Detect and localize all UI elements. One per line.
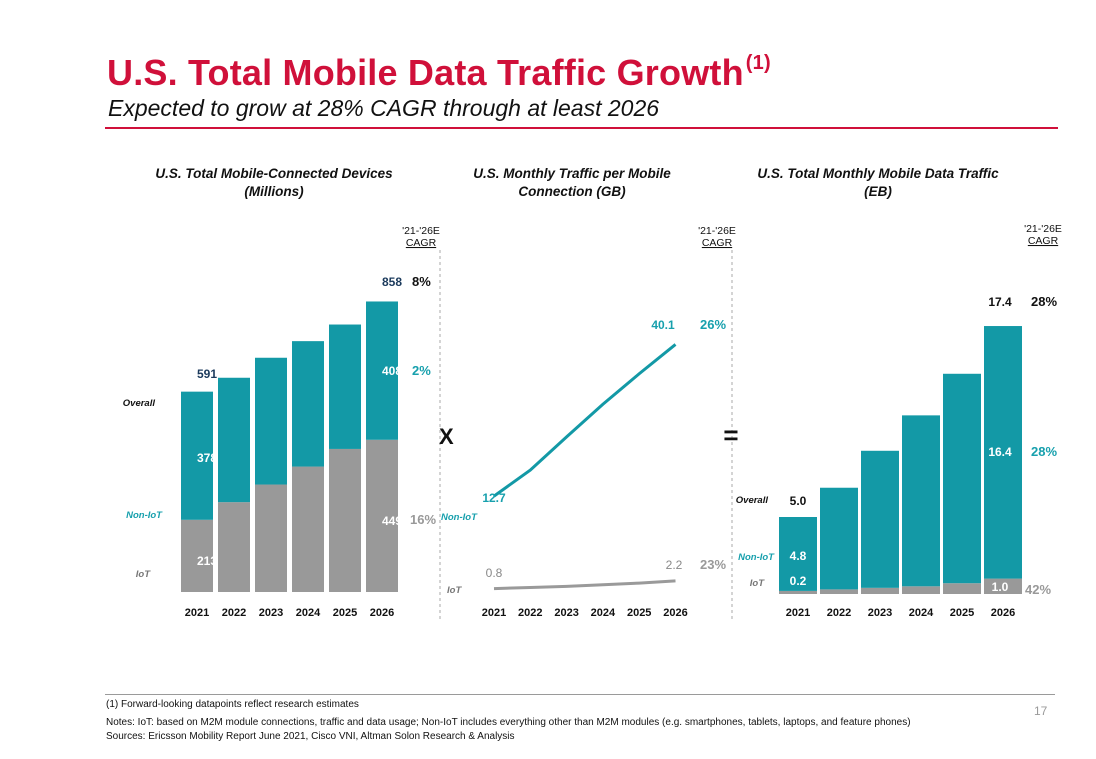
data-label-non-iot-2021: 378	[197, 451, 217, 465]
x-tick-label: 2026	[663, 607, 687, 619]
x-tick-label: 2022	[222, 607, 246, 619]
cagr-non-iot: 28%	[1031, 444, 1057, 459]
bar-non-iot-2025	[943, 373, 981, 584]
data-label-iot-2026: 1.0	[992, 580, 1009, 594]
row-label-overall: Overall	[736, 495, 769, 506]
row-label-iot: IoT	[750, 578, 765, 589]
bar-non-iot-2021	[181, 391, 213, 520]
data-label-total-2026: 858	[382, 275, 402, 289]
cagr-header-line1: '21-'26E	[402, 225, 440, 237]
data-label-total-2026: 17.4	[988, 295, 1012, 309]
x-tick-label: 2023	[554, 607, 578, 619]
bar-non-iot-2023	[861, 450, 899, 588]
cagr-header-line2: CAGR	[702, 237, 733, 249]
x-tick-label: 2021	[786, 607, 810, 619]
data-label-non-iot-2021: 12.7	[482, 491, 506, 505]
charts-canvas: 2021 2022 2023 2024 2025 2026 591 858 378 408 213 4…	[123, 223, 1062, 620]
row-label-iot: IoT	[136, 569, 151, 580]
footnote: (1) Forward-looking datapoints reflect r…	[106, 699, 359, 710]
data-label-non-iot-2026: 16.4	[988, 445, 1012, 459]
bar-iot-2022	[218, 502, 250, 592]
bar-non-iot-2024	[292, 341, 324, 467]
data-label-iot-2021: 0.8	[486, 566, 503, 580]
equals-operator: =	[723, 420, 738, 450]
bar-non-iot-2026	[366, 301, 398, 440]
x-tick-label: 2023	[868, 607, 892, 619]
bar-non-iot-2024	[902, 415, 940, 587]
row-label-overall: Overall	[123, 398, 156, 409]
x-tick-label: 2026	[991, 607, 1015, 619]
page-number: 17	[1034, 704, 1048, 718]
line-non-iot	[493, 343, 677, 498]
bar-non-iot-2021	[779, 517, 817, 591]
bar-iot-2025	[943, 583, 981, 594]
bar-iot-2025	[329, 448, 361, 592]
cagr-non-iot: 26%	[700, 317, 726, 332]
data-label-total-2021: 591	[197, 367, 217, 381]
cagr-overall: 8%	[412, 274, 431, 289]
x-tick-label: 2024	[591, 607, 616, 619]
bar-iot-2026	[366, 439, 398, 592]
traffic-per-connection-chart-title: U.S. Monthly Traffic per Mobile Connecti…	[473, 166, 671, 199]
cagr-header-line1: '21-'26E	[698, 225, 736, 237]
cagr-header-line1: '21-'26E	[1024, 223, 1062, 235]
cagr-header-line2: CAGR	[1028, 235, 1059, 247]
x-tick-label: 2021	[482, 607, 506, 619]
x-tick-label: 2022	[518, 607, 542, 619]
bar-iot-2023	[861, 587, 899, 594]
cagr-iot: 23%	[700, 557, 726, 572]
row-label-non-iot: Non-IoT	[738, 552, 775, 563]
row-label-non-iot: Non-IoT	[126, 510, 163, 521]
footer-divider	[105, 694, 1055, 695]
x-tick-label: 2025	[950, 607, 974, 619]
data-label-iot-2026: 2.2	[666, 558, 683, 572]
devices-chart-title: U.S. Total Mobile-Connected Devices (Mil…	[155, 166, 393, 199]
x-tick-label: 2023	[259, 607, 283, 619]
title-footnote-marker: (1)	[745, 52, 771, 74]
x-tick-label: 2024	[909, 607, 934, 619]
bar-non-iot-2026	[984, 326, 1022, 579]
bar-non-iot-2023	[255, 357, 287, 485]
sources: Sources: Ericsson Mobility Report June 2…	[106, 731, 515, 742]
cagr-non-iot: 2%	[412, 363, 431, 378]
cagr-overall: 28%	[1031, 294, 1057, 309]
bar-iot-2021	[779, 590, 817, 594]
x-tick-label: 2021	[185, 607, 209, 619]
cagr-iot: 42%	[1025, 582, 1051, 597]
title-divider	[105, 127, 1058, 129]
data-label-iot-2021: 0.2	[790, 574, 807, 588]
bar-non-iot-2022	[218, 377, 250, 503]
bar-non-iot-2025	[329, 324, 361, 449]
data-label-non-iot-2026: 408	[382, 364, 402, 378]
data-label-non-iot-2021: 4.8	[790, 549, 807, 563]
page-subtitle: Expected to grow at 28% CAGR through at …	[108, 95, 660, 121]
bar-non-iot-2022	[820, 487, 858, 590]
line-iot	[493, 579, 676, 591]
bar-iot-2024	[902, 586, 940, 594]
data-label-iot-2026: 449	[382, 514, 402, 528]
data-label-non-iot-2026: 40.1	[651, 318, 675, 332]
multiply-operator: X	[439, 424, 454, 449]
bar-iot-2024	[292, 466, 324, 592]
notes: Notes: IoT: based on M2M module connecti…	[106, 717, 911, 728]
bar-iot-2022	[820, 589, 858, 594]
bar-iot-2026	[984, 578, 1022, 594]
total-traffic-chart-title: U.S. Total Monthly Mobile Data Traffic (…	[757, 166, 999, 199]
x-tick-label: 2022	[827, 607, 851, 619]
data-label-iot-2021: 213	[197, 554, 217, 568]
data-label-total-2021: 5.0	[790, 494, 807, 508]
cagr-header-line2: CAGR	[406, 237, 437, 249]
x-tick-label: 2025	[333, 607, 357, 619]
x-tick-label: 2026	[370, 607, 394, 619]
row-label-iot: IoT	[447, 585, 462, 596]
page-title: U.S. Total Mobile Data Traffic Growth (1)	[107, 52, 771, 94]
page-title-text: U.S. Total Mobile Data Traffic Growth	[107, 52, 744, 93]
cagr-iot: 16%	[410, 512, 436, 527]
x-tick-label: 2025	[627, 607, 651, 619]
bar-iot-2021	[181, 519, 213, 592]
bar-iot-2023	[255, 484, 287, 592]
row-label-non-iot: Non-IoT	[441, 512, 478, 523]
x-tick-label: 2024	[296, 607, 321, 619]
